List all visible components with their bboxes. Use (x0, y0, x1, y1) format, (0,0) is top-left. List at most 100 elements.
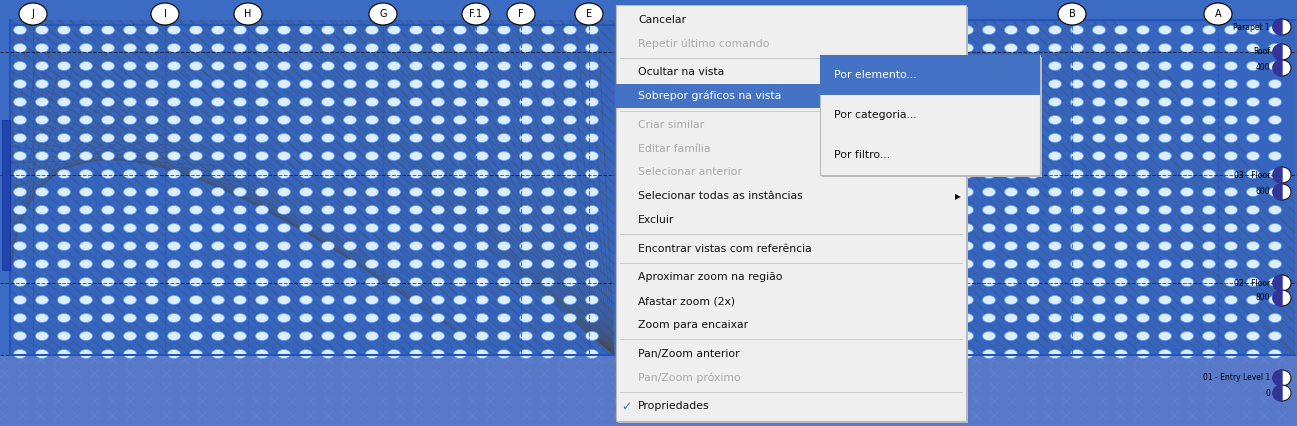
Ellipse shape (829, 80, 842, 89)
Ellipse shape (388, 133, 401, 143)
Ellipse shape (123, 314, 136, 322)
Ellipse shape (895, 80, 908, 89)
Ellipse shape (1070, 349, 1083, 359)
Ellipse shape (1048, 133, 1061, 143)
Ellipse shape (563, 259, 576, 268)
Ellipse shape (233, 115, 246, 124)
Ellipse shape (829, 115, 842, 124)
Ellipse shape (1004, 26, 1018, 35)
Bar (10, 20, 613, 355)
Ellipse shape (211, 296, 224, 305)
Ellipse shape (520, 242, 533, 250)
Ellipse shape (1136, 115, 1149, 124)
Ellipse shape (961, 224, 974, 233)
Ellipse shape (1092, 331, 1105, 340)
Ellipse shape (1180, 277, 1193, 287)
Ellipse shape (1224, 170, 1237, 178)
Ellipse shape (13, 43, 26, 52)
Ellipse shape (895, 133, 908, 143)
Ellipse shape (1004, 205, 1018, 215)
Ellipse shape (563, 80, 576, 89)
Ellipse shape (300, 133, 313, 143)
Ellipse shape (300, 296, 313, 305)
Ellipse shape (300, 115, 313, 124)
Ellipse shape (983, 259, 996, 268)
Ellipse shape (13, 61, 26, 70)
Ellipse shape (211, 242, 224, 250)
Ellipse shape (1004, 133, 1018, 143)
Ellipse shape (57, 314, 70, 322)
Ellipse shape (123, 98, 136, 106)
Ellipse shape (829, 259, 842, 268)
Ellipse shape (189, 152, 202, 161)
Ellipse shape (233, 224, 246, 233)
Ellipse shape (454, 331, 467, 340)
Ellipse shape (498, 133, 511, 143)
Ellipse shape (211, 115, 224, 124)
Ellipse shape (1092, 242, 1105, 250)
Ellipse shape (917, 61, 930, 70)
Ellipse shape (873, 187, 886, 196)
Ellipse shape (1202, 296, 1215, 305)
Ellipse shape (939, 331, 952, 340)
Ellipse shape (1136, 314, 1149, 322)
Ellipse shape (542, 152, 555, 161)
Ellipse shape (300, 277, 313, 287)
Ellipse shape (79, 26, 92, 35)
Ellipse shape (189, 259, 202, 268)
Bar (822, 20, 1294, 355)
Ellipse shape (917, 43, 930, 52)
Ellipse shape (322, 296, 335, 305)
Ellipse shape (167, 331, 180, 340)
Ellipse shape (366, 43, 379, 52)
Ellipse shape (1114, 296, 1127, 305)
Ellipse shape (1180, 314, 1193, 322)
Ellipse shape (189, 349, 202, 359)
Ellipse shape (57, 43, 70, 52)
Ellipse shape (585, 98, 598, 106)
Ellipse shape (1004, 277, 1018, 287)
Text: 0: 0 (1265, 389, 1270, 397)
Ellipse shape (454, 205, 467, 215)
Ellipse shape (79, 170, 92, 178)
Ellipse shape (35, 26, 48, 35)
Ellipse shape (167, 43, 180, 52)
Polygon shape (1272, 167, 1281, 183)
Ellipse shape (388, 331, 401, 340)
Ellipse shape (1136, 349, 1149, 359)
Ellipse shape (498, 349, 511, 359)
Ellipse shape (1114, 187, 1127, 196)
Ellipse shape (1180, 224, 1193, 233)
Ellipse shape (1224, 187, 1237, 196)
Ellipse shape (1246, 296, 1259, 305)
Ellipse shape (1070, 277, 1083, 287)
Ellipse shape (585, 133, 598, 143)
Ellipse shape (432, 170, 445, 178)
Ellipse shape (917, 170, 930, 178)
Ellipse shape (961, 26, 974, 35)
Ellipse shape (211, 133, 224, 143)
Ellipse shape (563, 349, 576, 359)
Ellipse shape (873, 152, 886, 161)
Ellipse shape (520, 259, 533, 268)
Ellipse shape (233, 61, 246, 70)
Ellipse shape (961, 259, 974, 268)
Ellipse shape (454, 277, 467, 287)
Ellipse shape (498, 277, 511, 287)
Ellipse shape (101, 61, 114, 70)
Ellipse shape (278, 259, 291, 268)
Ellipse shape (101, 205, 114, 215)
Ellipse shape (211, 98, 224, 106)
Ellipse shape (344, 133, 357, 143)
Ellipse shape (366, 187, 379, 196)
Ellipse shape (322, 26, 335, 35)
Ellipse shape (79, 80, 92, 89)
Ellipse shape (983, 115, 996, 124)
Ellipse shape (366, 170, 379, 178)
Ellipse shape (388, 43, 401, 52)
Ellipse shape (410, 331, 423, 340)
Ellipse shape (13, 277, 26, 287)
Ellipse shape (1070, 170, 1083, 178)
Ellipse shape (432, 296, 445, 305)
Ellipse shape (1114, 205, 1127, 215)
